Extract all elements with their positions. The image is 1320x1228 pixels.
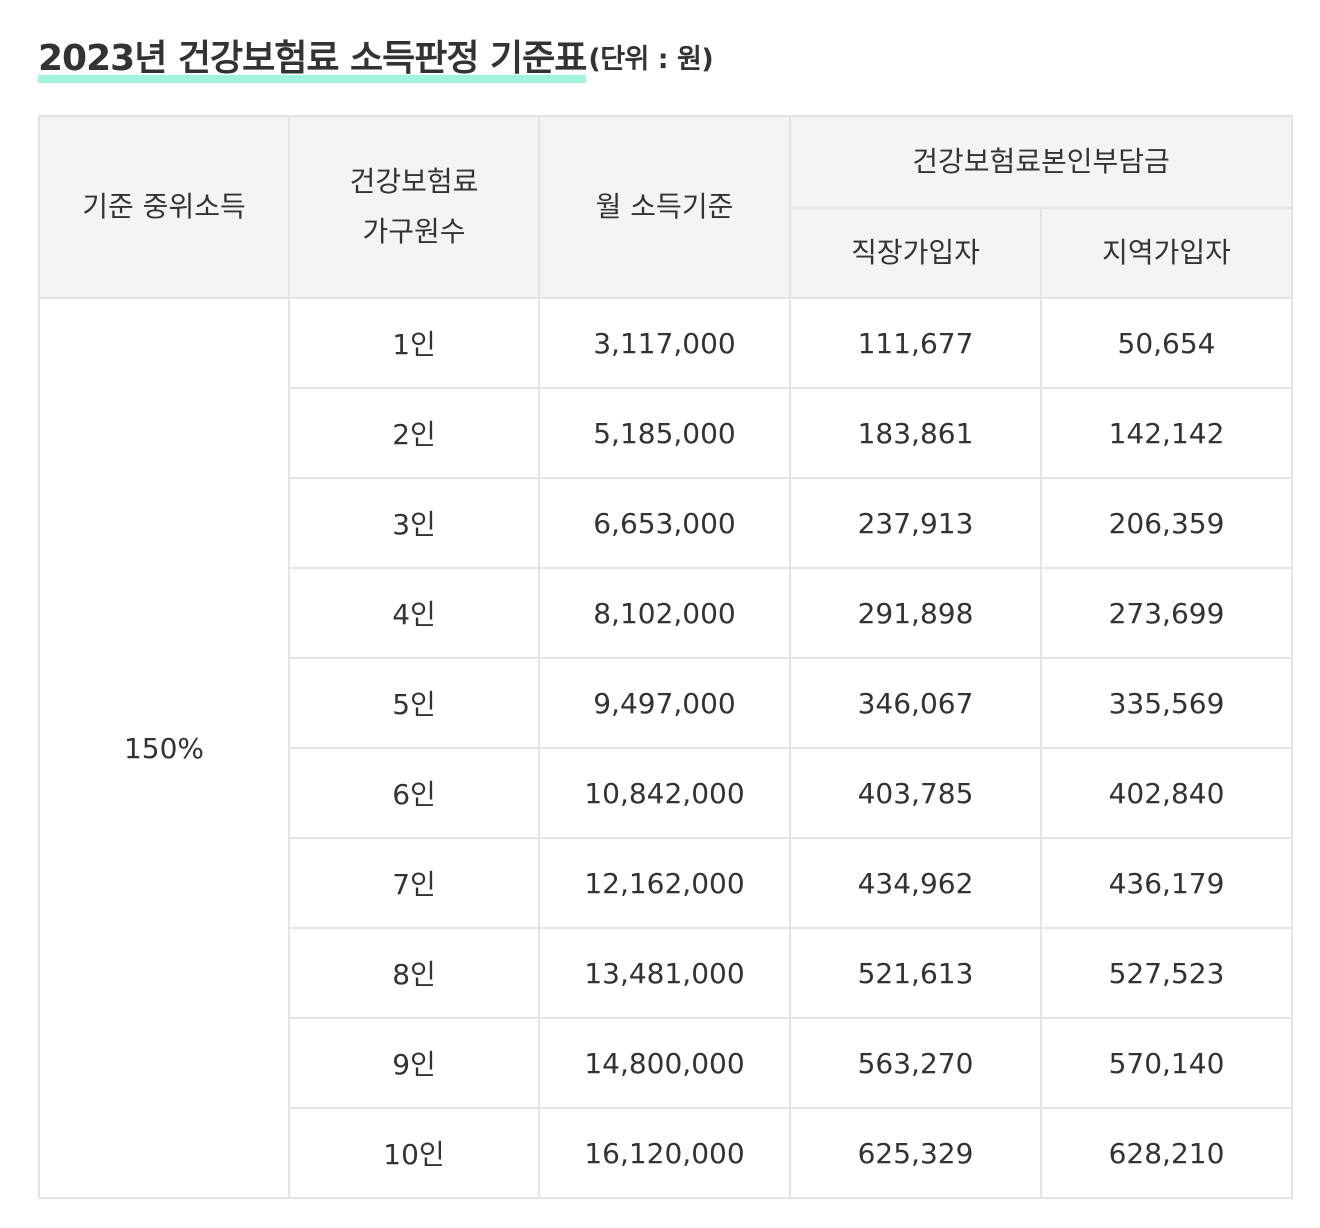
- table-row: 8인 13,481,000 521,613 527,523: [39, 927, 1294, 1019]
- table-row: 5인 9,497,000 346,067 335,569: [39, 657, 1294, 749]
- income-cell: 3,117,000: [538, 297, 791, 389]
- header-household-count: 건강보험료 가구원수: [288, 115, 540, 299]
- header-premium-group: 건강보험료본인부담금: [788, 115, 1294, 209]
- income-cell: 5,185,000: [538, 387, 791, 479]
- household-cell: 6인: [288, 747, 540, 839]
- employee-premium-cell: 521,613: [789, 927, 1042, 1019]
- table-row: 6인 10,842,000 403,785 402,840: [39, 747, 1294, 839]
- table-row: 10인 16,120,000 625,329 628,210: [39, 1107, 1294, 1199]
- regional-premium-cell: 436,179: [1039, 837, 1294, 929]
- household-cell: 5인: [288, 657, 540, 749]
- employee-premium-cell: 434,962: [789, 837, 1042, 929]
- employee-premium-cell: 563,270: [789, 1017, 1042, 1109]
- table-row: 4인 8,102,000 291,898 273,699: [39, 567, 1294, 659]
- household-cell: 10인: [288, 1107, 540, 1199]
- table-row: 2인 5,185,000 183,861 142,142: [39, 387, 1294, 479]
- header-household-line1: 건강보험료: [349, 165, 479, 198]
- table-subheader-row: 직장가입자 지역가입자: [39, 207, 1294, 299]
- table-row: 150% 1인 3,117,000 111,677 50,654: [38, 297, 1294, 1199]
- page-title-row: 2023년 건강보험료 소득판정 기준표 (단위 : 원): [38, 28, 714, 84]
- employee-premium-cell: 237,913: [789, 477, 1042, 569]
- header-household-line2: 가구원수: [362, 215, 466, 248]
- table-header-row: 기준 중위소득 건강보험료 가구원수 월 소득기준 건강보험료본인부담금: [38, 115, 1294, 299]
- income-cell: 13,481,000: [538, 927, 791, 1019]
- header-regional: 지역가입자: [1039, 207, 1294, 299]
- employee-premium-cell: 403,785: [789, 747, 1042, 839]
- header-median-income: 기준 중위소득: [38, 115, 290, 299]
- regional-premium-cell: 402,840: [1039, 747, 1294, 839]
- table-row: 7인 12,162,000 434,962 436,179: [39, 837, 1294, 929]
- table-row: 9인 14,800,000 563,270 570,140: [39, 1017, 1294, 1109]
- income-cell: 8,102,000: [538, 567, 791, 659]
- median-income-cell: 150%: [38, 297, 290, 1199]
- income-criteria-table: 기준 중위소득 건강보험료 가구원수 월 소득기준 건강보험료본인부담금 직장가…: [38, 115, 1294, 1199]
- employee-premium-cell: 625,329: [789, 1107, 1042, 1199]
- employee-premium-cell: 346,067: [789, 657, 1042, 749]
- regional-premium-cell: 628,210: [1039, 1107, 1294, 1199]
- household-cell: 7인: [288, 837, 540, 929]
- income-cell: 16,120,000: [538, 1107, 791, 1199]
- regional-premium-cell: 142,142: [1039, 387, 1294, 479]
- income-cell: 6,653,000: [538, 477, 791, 569]
- page-title: 2023년 건강보험료 소득판정 기준표: [38, 29, 587, 83]
- household-cell: 3인: [288, 477, 540, 569]
- regional-premium-cell: 50,654: [1039, 297, 1294, 389]
- household-cell: 2인: [288, 387, 540, 479]
- employee-premium-cell: 111,677: [789, 297, 1042, 389]
- regional-premium-cell: 570,140: [1039, 1017, 1294, 1109]
- employee-premium-cell: 291,898: [789, 567, 1042, 659]
- regional-premium-cell: 206,359: [1039, 477, 1294, 569]
- household-cell: 4인: [288, 567, 540, 659]
- regional-premium-cell: 527,523: [1039, 927, 1294, 1019]
- income-cell: 9,497,000: [538, 657, 791, 749]
- regional-premium-cell: 335,569: [1039, 657, 1294, 749]
- income-cell: 10,842,000: [538, 747, 791, 839]
- income-cell: 14,800,000: [538, 1017, 791, 1109]
- employee-premium-cell: 183,861: [789, 387, 1042, 479]
- household-cell: 9인: [288, 1017, 540, 1109]
- regional-premium-cell: 273,699: [1039, 567, 1294, 659]
- header-employee: 직장가입자: [789, 207, 1042, 299]
- table-row: 3인 6,653,000 237,913 206,359: [39, 477, 1294, 569]
- header-monthly-income: 월 소득기준: [538, 115, 791, 299]
- household-cell: 8인: [288, 927, 540, 1019]
- income-cell: 12,162,000: [538, 837, 791, 929]
- unit-note: (단위 : 원): [588, 43, 714, 75]
- household-cell: 1인: [288, 297, 540, 389]
